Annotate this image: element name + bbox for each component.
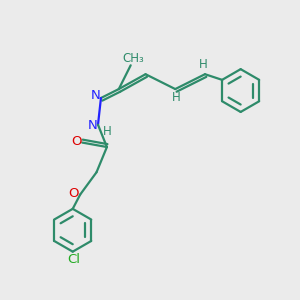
Text: CH₃: CH₃ [122,52,144,65]
Text: H: H [103,125,112,138]
Text: O: O [68,187,79,200]
Text: Cl: Cl [68,254,81,266]
Text: O: O [72,135,82,148]
Text: H: H [199,58,208,71]
Text: H: H [172,92,181,104]
Text: N: N [88,119,98,132]
Text: N: N [91,89,100,102]
